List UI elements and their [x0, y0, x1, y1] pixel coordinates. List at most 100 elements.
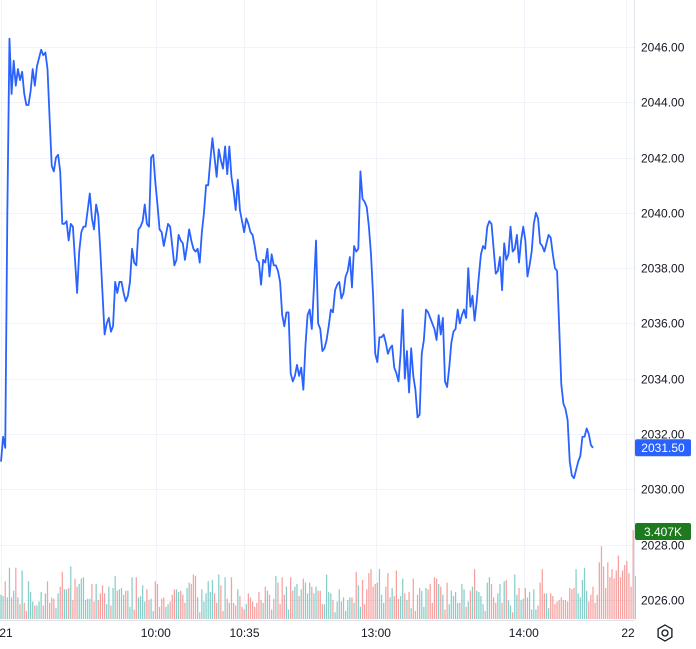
volume-bar [93, 601, 95, 619]
chart-settings-button[interactable] [654, 622, 676, 644]
volume-bar [188, 582, 190, 619]
volume-bar [586, 590, 588, 619]
volume-bar [6, 597, 8, 619]
volume-bar [512, 612, 514, 619]
volume-bar [63, 589, 66, 619]
volume-bar [78, 583, 80, 619]
volume-bar [148, 600, 150, 619]
volume-bar [423, 606, 425, 619]
volume-bar [27, 581, 30, 619]
volume-bar [298, 596, 300, 619]
volume-bar [55, 608, 57, 619]
volume-bar [135, 577, 137, 619]
volume-bar [499, 583, 501, 619]
volume-bar [486, 582, 488, 619]
volume-bar [129, 606, 131, 619]
volume-bar [285, 586, 288, 619]
volume-bar [17, 597, 19, 619]
volume-bar [342, 597, 345, 619]
volume-bar [127, 590, 129, 619]
volume-bar [325, 574, 328, 619]
volume-bar [391, 587, 393, 619]
volume-bar [340, 601, 343, 619]
volume-bar [91, 583, 93, 619]
volume-bar [448, 604, 450, 619]
volume-bar [36, 605, 38, 619]
volume-bar [264, 586, 266, 619]
volume-bar [199, 612, 201, 619]
volume-bar [431, 602, 433, 619]
y-tick-label: 2034.00 [641, 373, 685, 387]
volume-bar [321, 604, 323, 619]
volume-bar [74, 578, 76, 619]
volume-bar [110, 605, 112, 619]
volume-bar [387, 573, 389, 619]
volume-bar [364, 604, 366, 619]
volume-bar [554, 604, 556, 619]
price-line [0, 37, 594, 480]
volume-bar [383, 602, 385, 619]
x-axis[interactable]: 21 10:00 10:35 13:00 14:00 22 [0, 626, 635, 640]
volume-bar [579, 597, 581, 619]
volume-bar [268, 594, 271, 619]
volume-bar [615, 570, 617, 619]
volume-bar [180, 590, 182, 619]
volume-bar [524, 587, 526, 619]
volume-bar [605, 587, 607, 619]
volume-bar [330, 593, 332, 619]
volume-bar [438, 583, 440, 619]
volume-bar [444, 609, 446, 619]
volume-bar [501, 602, 503, 619]
volume-bar [197, 597, 199, 619]
volume-bar [602, 566, 605, 619]
volume-bar [395, 570, 397, 619]
volume-bar [425, 587, 427, 619]
volume-bar [410, 608, 412, 619]
volume-bar [101, 585, 104, 619]
volume-bar [484, 610, 486, 619]
y-axis[interactable]: 2026.00 2028.00 2030.00 2032.00 2034.00 2036.… [641, 41, 685, 608]
volume-bar [137, 597, 140, 619]
volume-bar [399, 596, 402, 619]
volume-bar [46, 581, 49, 619]
x-tick-label: 13:00 [361, 626, 391, 640]
volume-bar [139, 596, 142, 619]
volume-bar [306, 593, 309, 619]
volume-bar [114, 575, 116, 619]
volume-bar [290, 577, 292, 619]
volume-bar [87, 598, 89, 619]
volume-bar [118, 589, 121, 619]
volume-bar [201, 589, 203, 619]
volume-bar [254, 606, 256, 619]
volume-bar [617, 555, 619, 619]
volume-bar [624, 565, 626, 619]
volume-bar [577, 593, 579, 619]
volume-bar [613, 578, 615, 619]
volume-bar [296, 583, 298, 619]
volume-bar [376, 582, 378, 619]
volume-bar [25, 610, 27, 619]
volume-bar [80, 578, 82, 619]
volume-bar [334, 612, 336, 619]
volume-bar [292, 590, 294, 619]
volume-bar [567, 601, 569, 619]
volume-bar [509, 605, 512, 619]
volume-bar [359, 606, 362, 619]
x-tick-label: 14:00 [509, 626, 539, 640]
volume-bar [440, 586, 442, 619]
volume-bar [271, 609, 273, 619]
volume-bar [279, 604, 281, 619]
volume-bar [493, 597, 495, 619]
volume-bar [154, 581, 156, 619]
volume-bar [628, 573, 630, 619]
x-tick-label: 10:35 [229, 626, 259, 640]
volume-bar [550, 593, 552, 619]
volume-bar [461, 583, 463, 619]
volume-bar [507, 600, 510, 619]
volume-bar [283, 594, 285, 619]
volume-bar [374, 583, 376, 619]
volume-bar [319, 590, 321, 619]
y-tick-label: 2028.00 [641, 539, 685, 553]
